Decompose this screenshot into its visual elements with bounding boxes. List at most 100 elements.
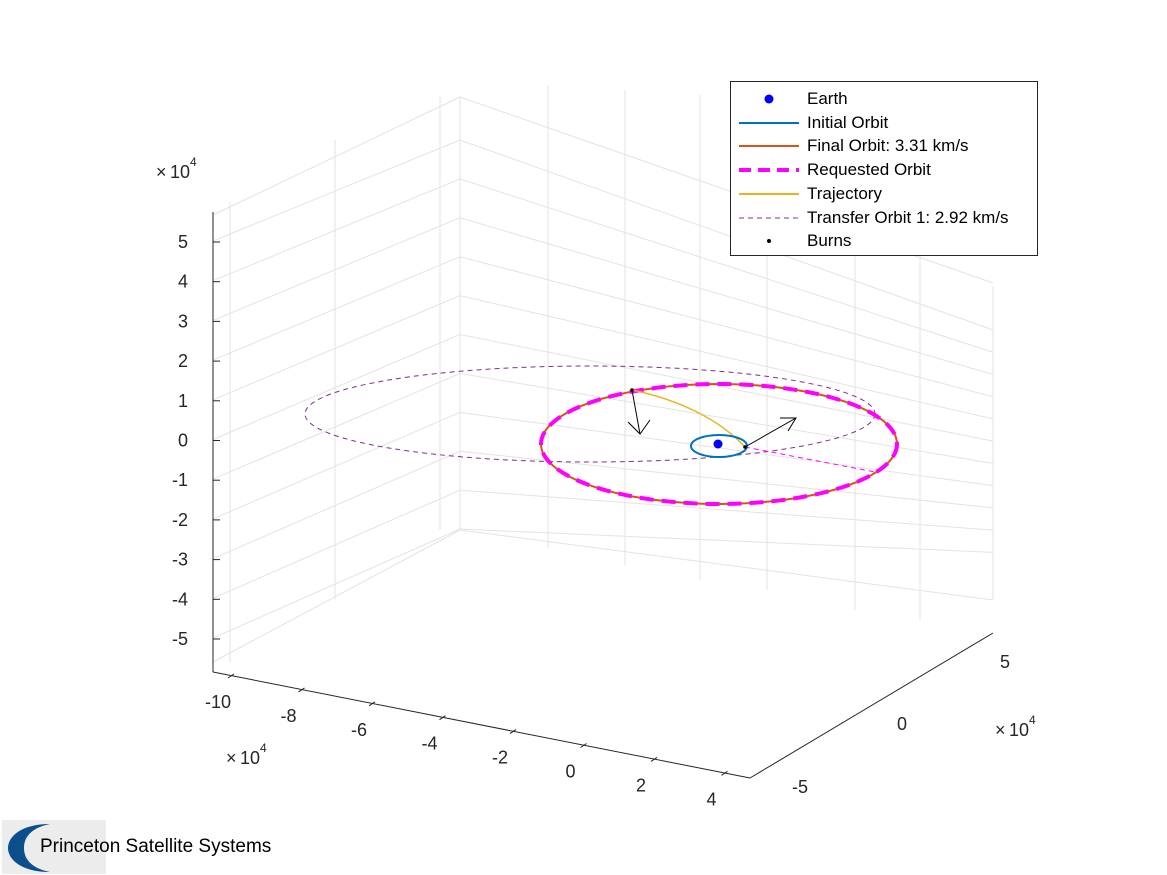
legend-sample-glyph — [739, 168, 799, 173]
z-tick-label: -4 — [172, 589, 188, 609]
burn-arrow-1 — [631, 389, 641, 435]
x-tick-mark — [509, 729, 517, 735]
grid-edge — [212, 529, 461, 663]
y-multiplier-base: 10 — [1009, 720, 1029, 740]
grid-line-z — [212, 411, 994, 520]
x-multiplier-base: 10 — [240, 748, 260, 768]
burn-arrow-1-head — [627, 419, 651, 435]
legend-sample — [731, 182, 799, 206]
legend-entry: Final Orbit: 3.31 km/s — [731, 134, 1037, 158]
legend-label: Transfer Orbit 1: 2.92 km/s — [807, 207, 1009, 227]
logo-crescent-icon — [8, 824, 50, 872]
z-tick-label: 2 — [178, 351, 188, 371]
y-tick-label: 0 — [897, 714, 907, 734]
grid-line-z — [212, 217, 994, 375]
legend-marker — [767, 239, 771, 244]
x-tick-label: -10 — [205, 692, 231, 712]
x-tick-label: -8 — [280, 706, 296, 726]
legend-sample — [731, 229, 799, 253]
grid-line-z — [212, 528, 994, 639]
legend-entry: Trajectory — [731, 182, 1037, 206]
grid-line-z — [212, 334, 994, 442]
y-multiplier-prefix: × — [995, 720, 1006, 740]
grid-edge — [459, 529, 994, 601]
legend-sample — [731, 158, 799, 182]
transfer-orbit-segment — [744, 446, 876, 473]
legend-entry: Requested Orbit — [731, 158, 1037, 182]
y-axis-line — [749, 632, 994, 779]
x-tick-label: -2 — [492, 748, 508, 768]
x-tick-label: 4 — [706, 789, 716, 809]
axis-multiplier-z: × 10 4 — [156, 155, 197, 182]
x-tick-mark — [298, 687, 305, 693]
legend-sample — [731, 134, 799, 158]
legend-label: Final Orbit: 3.31 km/s — [807, 136, 969, 156]
legend-sample-glyph — [764, 94, 774, 104]
x-tick-mark — [721, 770, 728, 776]
x-tick-label: -6 — [351, 720, 367, 740]
grid-line-z — [212, 178, 994, 353]
grid-line-z — [212, 450, 994, 560]
legend-sample-glyph — [739, 217, 799, 218]
z-tick-label: 5 — [178, 232, 188, 252]
legend-label: Trajectory — [807, 183, 882, 203]
burn-arrow-2-head — [780, 417, 797, 432]
legend-label: Earth — [807, 89, 848, 108]
y-tick-label: -5 — [792, 777, 808, 797]
legend-sample — [731, 206, 799, 230]
x-multiplier-exp: 4 — [260, 741, 267, 755]
grid-line-z — [212, 295, 994, 420]
grid-edge — [212, 96, 461, 216]
y-tick-label: 5 — [1000, 652, 1010, 672]
axis-multiplier-x: × 10 4 — [226, 741, 267, 768]
legend-sample — [731, 111, 799, 135]
x-tick-mark — [368, 701, 376, 707]
legend-sample-glyph — [767, 239, 771, 244]
x-tick-mark — [439, 715, 446, 721]
legend-sample — [731, 87, 799, 111]
grid-line-z — [212, 256, 994, 398]
z-tick-label: 4 — [178, 272, 188, 292]
x-tick-mark — [650, 756, 658, 762]
x-tick-label: 2 — [636, 775, 646, 795]
company-logo — [2, 820, 106, 874]
x-tick-mark — [580, 743, 587, 748]
legend-entry: Burns — [731, 229, 1037, 253]
grid-line-z — [212, 489, 994, 599]
legend-marker — [764, 94, 774, 104]
z-tick-label: 1 — [178, 391, 188, 411]
y-multiplier-exp: 4 — [1029, 713, 1036, 727]
grid-lines — [212, 85, 994, 663]
legend-entry: Initial Orbit — [731, 111, 1037, 135]
z-tick-label: -3 — [172, 550, 188, 570]
burn-arrow-2 — [744, 417, 797, 448]
orbit-curves — [304, 365, 899, 506]
legend-label: Requested Orbit — [807, 160, 931, 180]
legend-sample-glyph — [739, 145, 799, 148]
earth-marker — [713, 439, 723, 449]
legend-label: Initial Orbit — [807, 112, 889, 132]
z-multiplier-exp: 4 — [190, 155, 197, 169]
axis-multiplier-y: × 10 4 — [995, 713, 1036, 740]
legend-entry: Transfer Orbit 1: 2.92 km/s — [731, 206, 1037, 230]
z-tick-label: -2 — [172, 510, 188, 530]
x-tick-mark — [227, 673, 235, 679]
z-multiplier-prefix: × — [156, 162, 167, 182]
requested-orbit-curve — [539, 382, 899, 506]
legend-label: Burns — [807, 231, 852, 251]
z-tick-label: 3 — [178, 311, 188, 331]
legend-sample-glyph — [739, 192, 799, 195]
legend: Earth Initial Orbit Final Orbit: 3.31 km/s… — [730, 81, 1038, 256]
grid-line-z — [212, 139, 994, 331]
z-tick-label: -5 — [172, 629, 188, 649]
z-multiplier-base: 10 — [170, 162, 190, 182]
legend-entry: Earth — [731, 87, 1037, 111]
x-tick-label: 0 — [565, 762, 575, 782]
x-multiplier-prefix: × — [226, 748, 237, 768]
grid-line-z — [212, 372, 994, 480]
z-tick-label: 0 — [178, 431, 188, 451]
z-tick-label: -1 — [172, 470, 188, 490]
legend-sample-glyph — [739, 121, 799, 124]
